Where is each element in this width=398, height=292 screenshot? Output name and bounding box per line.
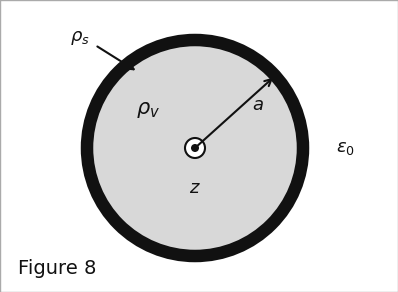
Circle shape <box>191 144 199 152</box>
Circle shape <box>185 138 205 158</box>
Text: Figure 8: Figure 8 <box>18 258 96 277</box>
Text: $\rho_s$: $\rho_s$ <box>70 29 90 47</box>
Text: $\varepsilon_0$: $\varepsilon_0$ <box>336 139 355 157</box>
Text: $\rho_v$: $\rho_v$ <box>136 100 160 120</box>
Circle shape <box>87 40 303 256</box>
Text: $a$: $a$ <box>252 96 264 114</box>
Text: $z$: $z$ <box>189 179 201 197</box>
